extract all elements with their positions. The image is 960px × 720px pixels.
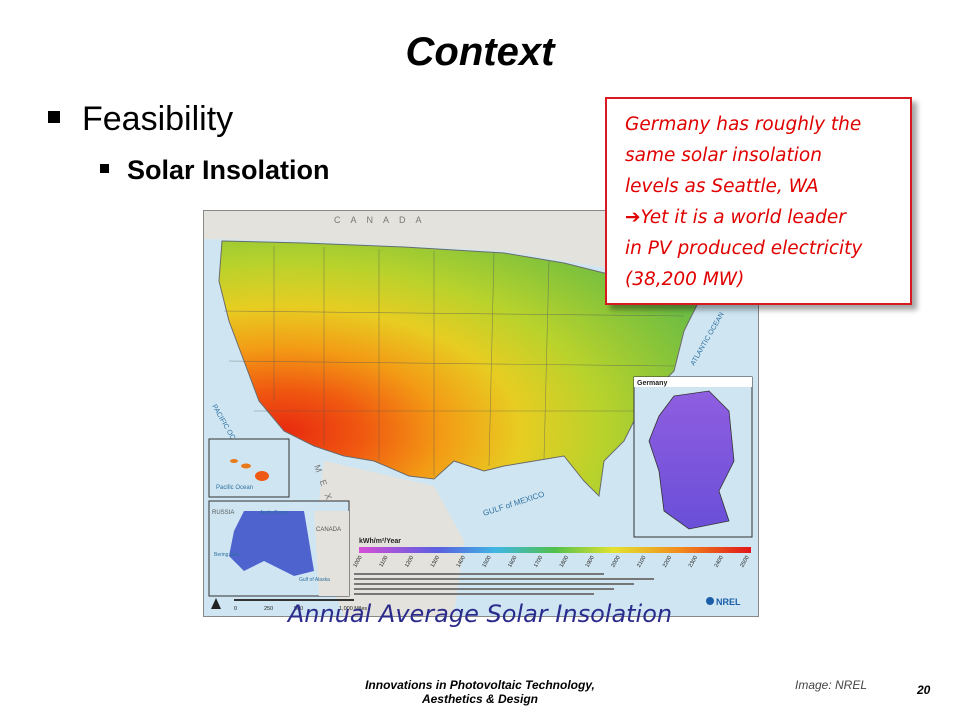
legend-tick-label: 1600 [507, 555, 518, 569]
legend-tick-label: 1100 [378, 555, 389, 568]
footer-line: Aesthetics & Design [421, 692, 539, 706]
square-bullet-icon [48, 111, 60, 124]
callout-line: Germany has roughly the [625, 114, 862, 135]
bering-sea-label: Bering Sea [214, 552, 239, 558]
north-arrow-icon [211, 598, 221, 609]
canada-label: C A N A D A [334, 215, 426, 225]
scale-tick-label: 250 [264, 606, 273, 612]
mexico-landmass [314, 461, 464, 616]
germany-inset-title: Germany [637, 380, 667, 387]
canada-inset-label: CANADA [316, 527, 341, 533]
hawaii-inset: Pacific Ocean [208, 438, 290, 498]
legend-tick-label: 1000 [352, 555, 363, 569]
bullet-feasibility: Feasibility [48, 100, 233, 139]
legend-color-bar [359, 547, 751, 553]
callout-line: Yet it is a world leader [640, 207, 846, 228]
legend-tick-label: 1500 [481, 555, 492, 569]
callout-line-arrow: ➔Yet it is a world leader [625, 202, 902, 233]
legend: kWh/m²/Year 1000 1100 1200 1300 1400 1500 1600… [352, 538, 751, 595]
sub-bullet-text: Solar Insolation [127, 155, 330, 185]
square-bullet-icon [100, 164, 109, 174]
legend-tick-label: 1900 [585, 555, 596, 569]
legend-tick-label: 1700 [533, 555, 544, 569]
nrel-logo-text: NREL [716, 597, 741, 607]
germany-callout: Germany has roughly the same solar insol… [605, 97, 912, 305]
scale-bar: 0 250 500 1,000 Miles [211, 598, 367, 612]
arctic-ocean-label: Arctic Ocean [260, 510, 289, 516]
legend-tick-label: 1800 [559, 555, 570, 569]
footer-line: Innovations in Photovoltaic Technology, [365, 678, 595, 692]
image-credit: Image: NREL [795, 678, 868, 692]
legend-ticks: 1000 1100 1200 1300 1400 1500 1600 1700 1800 1900… [352, 555, 750, 569]
callout-line: same solar insolation [625, 145, 822, 166]
germany-inset: Germany [633, 376, 753, 538]
gulf-of-alaska-label: Gulf of Alaska [299, 577, 330, 583]
legend-tick-label: 2100 [636, 555, 647, 569]
bullet-text: Feasibility [82, 100, 234, 138]
scale-tick-label: 500 [294, 606, 303, 612]
bullet-solar-insolation: Solar Insolation [100, 155, 330, 186]
scale-tick-label: 1,000 Miles [339, 606, 367, 612]
alaska-inset: RUSSIA Arctic Ocean CANADA Bering Sea Gu… [208, 500, 350, 597]
map-caption: Annual Average Solar Insolation [287, 600, 673, 628]
nrel-logo: NREL [706, 597, 741, 607]
callout-line: in PV produced electricity [625, 238, 863, 259]
legend-title: kWh/m²/Year [359, 538, 401, 545]
legend-tick-label: 2400 [714, 555, 725, 569]
right-arrow-icon: ➔ [625, 207, 641, 228]
callout-line: levels as Seattle, WA [625, 176, 819, 197]
legend-tick-label: 2300 [688, 555, 699, 569]
slide-title: Context [405, 30, 555, 74]
legend-tick-label: 1200 [404, 555, 415, 569]
russia-label: RUSSIA [212, 510, 234, 516]
scale-tick-label: 0 [234, 606, 237, 612]
legend-tick-label: 2200 [662, 555, 673, 569]
footer-title: Innovations in Photovoltaic Technology, … [300, 678, 660, 706]
legend-tick-label: 2500 [739, 555, 750, 569]
callout-line: (38,200 MW) [625, 269, 745, 290]
page-number: 20 [917, 683, 931, 697]
pacific-ocean-inset-label: Pacific Ocean [216, 485, 253, 491]
legend-tick-label: 1300 [430, 555, 441, 569]
legend-tick-label: 1400 [456, 555, 467, 569]
legend-tick-label: 2000 [610, 555, 621, 569]
